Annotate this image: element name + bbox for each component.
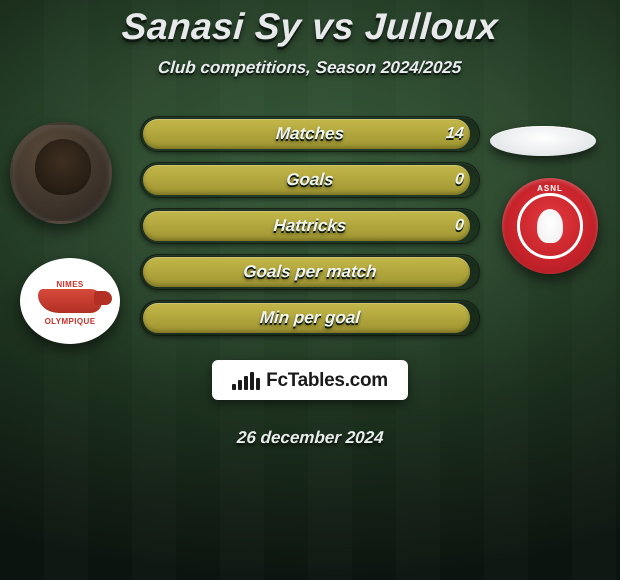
stat-label: Matches — [139, 124, 480, 144]
stats-column: Matches14Goals0Hattricks0Goals per match… — [140, 116, 480, 448]
stat-row: Matches14 — [140, 116, 480, 152]
crocodile-icon — [38, 289, 102, 313]
stat-value: 0 — [454, 217, 464, 235]
stat-row: Goals per match — [140, 254, 480, 290]
stat-row: Hattricks0 — [140, 208, 480, 244]
crest-left-text-top: NIMES — [56, 280, 83, 289]
bars-icon — [232, 372, 260, 390]
page-subtitle: Club competitions, Season 2024/2025 — [158, 58, 463, 78]
stat-row: Goals0 — [140, 162, 480, 198]
stat-label: Hattricks — [139, 216, 480, 236]
stat-row: Min per goal — [140, 300, 480, 336]
thistle-icon — [517, 193, 583, 259]
branding-box[interactable]: FcTables.com — [212, 360, 408, 400]
crest-left-text-bottom: OLYMPIQUE — [45, 317, 96, 326]
player-avatar-right — [490, 126, 596, 156]
stat-value: 0 — [454, 171, 464, 189]
stat-label: Goals — [139, 170, 480, 190]
snapshot-date: 26 december 2024 — [236, 428, 384, 448]
player-avatar-left — [10, 122, 112, 224]
club-crest-left: NIMES OLYMPIQUE — [20, 258, 120, 344]
branding-text: FcTables.com — [266, 370, 388, 392]
crest-right-acronym: ASNL — [502, 184, 598, 193]
club-crest-right: ASNL — [502, 178, 598, 274]
stat-label: Min per goal — [139, 308, 480, 328]
page-title: Sanasi Sy vs Julloux — [121, 6, 500, 48]
stat-value: 14 — [446, 125, 465, 143]
stat-label: Goals per match — [139, 262, 480, 282]
